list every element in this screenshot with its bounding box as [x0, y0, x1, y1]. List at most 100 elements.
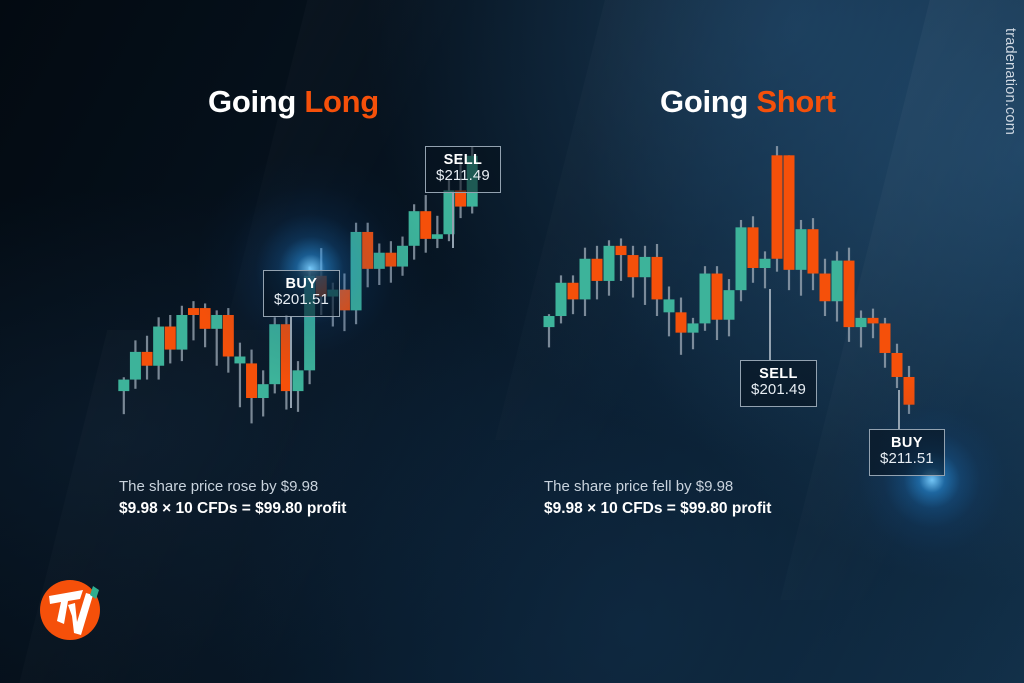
- logo-letter-t: [49, 590, 83, 624]
- title-accent: Short: [756, 84, 836, 119]
- candlestick: [675, 297, 687, 355]
- candlestick: [292, 361, 304, 412]
- candle-body-bearish: [187, 308, 199, 315]
- candlestick: [819, 258, 831, 317]
- title-prefix: Going: [208, 84, 305, 119]
- candlestick: [211, 310, 223, 366]
- candle-body-bearish: [747, 227, 759, 268]
- candle-wick: [192, 301, 195, 341]
- candle-body-bearish: [771, 155, 783, 259]
- caption-long: The share price rose by $9.98 $9.98 × 10…: [119, 478, 346, 518]
- candle-wick: [763, 251, 767, 289]
- logo-leaf-icon: [90, 586, 99, 599]
- candlestick: [187, 301, 199, 341]
- candlestick: [431, 215, 443, 249]
- candle-body-bearish: [222, 314, 234, 357]
- candle-body-bullish: [735, 227, 747, 291]
- title-accent: Long: [304, 84, 379, 119]
- candle-body-bearish: [843, 260, 855, 328]
- candlestick: [555, 275, 567, 324]
- tradenation-logo[interactable]: [36, 572, 108, 644]
- marker-sell-short[interactable]: SELL $201.49: [740, 360, 817, 408]
- candle-wick: [691, 317, 695, 350]
- candle-body-bearish: [807, 229, 819, 274]
- candlestick: [420, 195, 432, 253]
- candlestick: [603, 240, 615, 296]
- candlestick: [663, 286, 675, 337]
- candlestick: [129, 340, 141, 389]
- candle-body-bearish: [199, 308, 211, 329]
- candle-wick: [619, 238, 623, 281]
- candle-body-bearish: [385, 252, 397, 267]
- candlestick: [141, 335, 153, 380]
- logo-letter-n: [68, 593, 93, 635]
- candlestick: [615, 238, 627, 281]
- marker-price-value: $211.49: [436, 167, 490, 185]
- marker-leader-line: [898, 390, 900, 430]
- candle-body-bearish: [141, 351, 153, 366]
- candlestick: [234, 342, 246, 408]
- candlestick: [735, 219, 747, 302]
- candlestick: [350, 222, 362, 325]
- candle-wick: [859, 310, 863, 348]
- marker-sell-long[interactable]: SELL $211.49: [425, 146, 501, 194]
- candle-body-bullish: [831, 260, 843, 302]
- logo-icon: [40, 580, 100, 640]
- candle-body-bearish: [867, 317, 879, 324]
- candlestick: [257, 370, 269, 417]
- candlestick: [567, 275, 579, 315]
- candlestick: [783, 155, 795, 291]
- candle-body-bullish: [176, 314, 188, 350]
- caption-price-move: The share price rose by $9.98: [119, 478, 319, 495]
- marker-action-label: SELL: [759, 366, 798, 382]
- candlestick: [579, 247, 591, 317]
- candle-body-bullish: [723, 290, 735, 320]
- candle-body-bullish: [795, 229, 807, 270]
- candle-body-bullish: [118, 379, 130, 392]
- candle-body-bearish: [164, 326, 176, 350]
- marker-leader-line: [769, 289, 771, 361]
- candlestick: [807, 218, 819, 291]
- caption-short: The share price fell by $9.98 $9.98 × 10…: [544, 478, 771, 518]
- candle-body-bearish: [891, 352, 903, 377]
- candle-body-bearish: [783, 155, 795, 270]
- candlestick: [397, 236, 409, 276]
- candle-body-bearish: [879, 323, 891, 353]
- marker-price-value: $201.49: [751, 381, 806, 399]
- candlestick: [153, 317, 165, 380]
- marker-leader-line: [452, 192, 454, 248]
- candle-body-bullish: [855, 317, 867, 328]
- candle-body-bullish: [397, 245, 409, 267]
- candle-body-bearish: [711, 273, 723, 320]
- candle-wick: [871, 308, 875, 339]
- candlestick: [867, 308, 879, 339]
- candlestick: [408, 204, 420, 260]
- candle-body-bullish: [759, 258, 771, 268]
- candle-body-bullish: [603, 245, 615, 281]
- candle-body-bullish: [234, 356, 246, 364]
- candle-body-bullish: [639, 256, 651, 278]
- candlestick: [199, 303, 211, 348]
- site-url-watermark: tradenation.com: [1002, 28, 1018, 135]
- candle-body-bullish: [129, 351, 141, 380]
- candlestick: [651, 243, 663, 317]
- candlestick: [269, 317, 281, 394]
- candle-body-bullish: [257, 384, 269, 399]
- candle-body-bearish: [420, 211, 432, 239]
- candle-body-bearish: [567, 282, 579, 300]
- candle-body-bearish: [675, 312, 687, 333]
- candlestick: [903, 365, 915, 414]
- candle-body-bearish: [362, 231, 374, 269]
- title-prefix: Going: [660, 84, 757, 119]
- candle-wick: [436, 215, 439, 249]
- exit-glow-short: [832, 380, 1024, 580]
- candle-body-bullish: [408, 211, 420, 246]
- marker-buy-long[interactable]: BUY $201.51: [263, 270, 340, 318]
- candlestick: [385, 241, 397, 283]
- candlestick: [176, 305, 188, 362]
- candle-body-bearish: [651, 256, 663, 300]
- candle-wick: [547, 314, 551, 348]
- candlestick: [879, 317, 891, 368]
- marker-buy-short[interactable]: BUY $211.51: [869, 429, 945, 477]
